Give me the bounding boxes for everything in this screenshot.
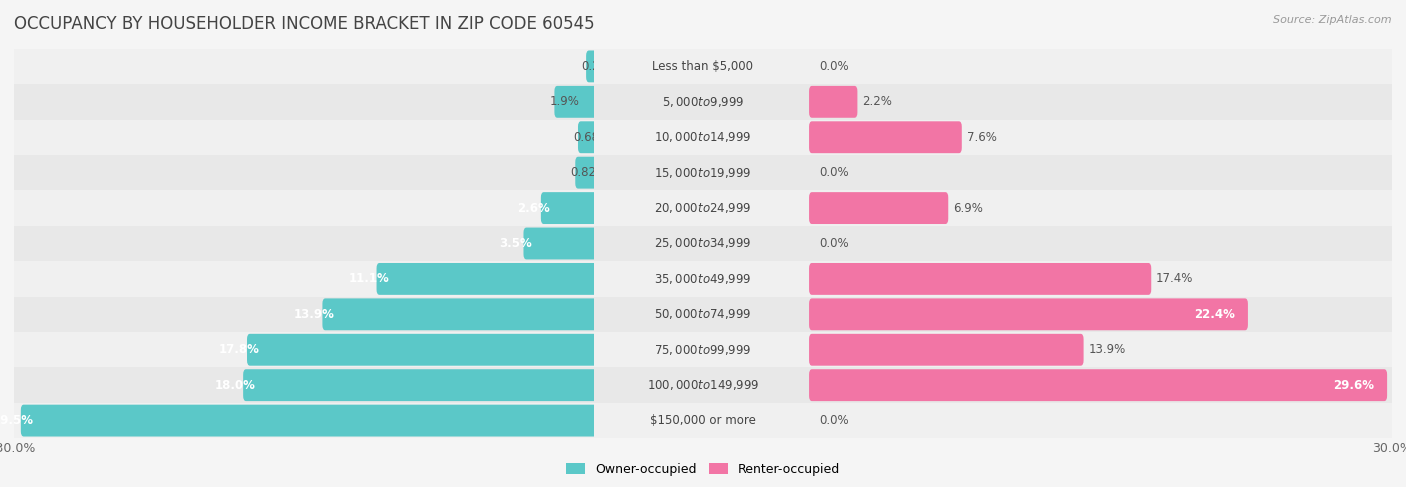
Bar — [593, 332, 813, 368]
Legend: Owner-occupied, Renter-occupied: Owner-occupied, Renter-occupied — [561, 458, 845, 481]
Text: 0.68%: 0.68% — [574, 131, 610, 144]
Bar — [593, 261, 813, 297]
FancyBboxPatch shape — [377, 263, 598, 295]
FancyBboxPatch shape — [578, 121, 598, 153]
Text: $75,000 to $99,999: $75,000 to $99,999 — [654, 343, 752, 357]
Bar — [593, 84, 813, 119]
Text: 22.4%: 22.4% — [1195, 308, 1236, 321]
Text: OCCUPANCY BY HOUSEHOLDER INCOME BRACKET IN ZIP CODE 60545: OCCUPANCY BY HOUSEHOLDER INCOME BRACKET … — [14, 15, 595, 33]
Bar — [813, 297, 1392, 332]
Text: $20,000 to $24,999: $20,000 to $24,999 — [654, 201, 752, 215]
Text: 0.0%: 0.0% — [820, 60, 849, 73]
Text: $150,000 or more: $150,000 or more — [650, 414, 756, 427]
FancyBboxPatch shape — [808, 121, 962, 153]
FancyBboxPatch shape — [243, 369, 598, 401]
Bar — [813, 226, 1392, 261]
Bar — [813, 190, 1392, 226]
Text: 11.1%: 11.1% — [349, 272, 389, 285]
FancyBboxPatch shape — [541, 192, 598, 224]
Bar — [593, 49, 813, 84]
Bar — [593, 190, 813, 226]
Bar — [14, 119, 593, 155]
Bar — [813, 261, 1392, 297]
FancyBboxPatch shape — [808, 299, 1249, 330]
Text: $100,000 to $149,999: $100,000 to $149,999 — [647, 378, 759, 392]
Bar — [593, 297, 813, 332]
Bar — [14, 297, 593, 332]
Bar — [14, 403, 593, 438]
FancyBboxPatch shape — [21, 405, 598, 436]
Text: 0.0%: 0.0% — [820, 414, 849, 427]
Bar — [14, 226, 593, 261]
Text: 29.5%: 29.5% — [0, 414, 34, 427]
Bar — [14, 368, 593, 403]
Bar — [813, 119, 1392, 155]
Bar — [593, 226, 813, 261]
Text: 13.9%: 13.9% — [294, 308, 335, 321]
Bar — [593, 119, 813, 155]
Bar — [14, 190, 593, 226]
Text: 3.5%: 3.5% — [499, 237, 531, 250]
Bar — [14, 332, 593, 368]
Text: 0.0%: 0.0% — [820, 166, 849, 179]
FancyBboxPatch shape — [586, 51, 598, 82]
Bar — [593, 155, 813, 190]
Text: 0.26%: 0.26% — [581, 60, 619, 73]
FancyBboxPatch shape — [575, 157, 598, 188]
FancyBboxPatch shape — [523, 227, 598, 260]
Bar — [593, 368, 813, 403]
Text: 1.9%: 1.9% — [550, 95, 579, 108]
Text: 0.0%: 0.0% — [820, 237, 849, 250]
Text: $25,000 to $34,999: $25,000 to $34,999 — [654, 237, 752, 250]
FancyBboxPatch shape — [808, 192, 948, 224]
Bar — [14, 49, 593, 84]
Text: 0.82%: 0.82% — [571, 166, 607, 179]
Text: 13.9%: 13.9% — [1088, 343, 1126, 356]
Bar — [813, 84, 1392, 119]
Bar — [813, 403, 1392, 438]
FancyBboxPatch shape — [247, 334, 598, 366]
Bar — [813, 368, 1392, 403]
Bar — [593, 403, 813, 438]
Text: 2.2%: 2.2% — [862, 95, 891, 108]
Text: 18.0%: 18.0% — [215, 379, 256, 392]
Text: 7.6%: 7.6% — [967, 131, 997, 144]
Text: 17.4%: 17.4% — [1156, 272, 1194, 285]
Text: $50,000 to $74,999: $50,000 to $74,999 — [654, 307, 752, 321]
FancyBboxPatch shape — [808, 369, 1388, 401]
FancyBboxPatch shape — [808, 86, 858, 118]
Text: Less than $5,000: Less than $5,000 — [652, 60, 754, 73]
Text: 29.6%: 29.6% — [1333, 379, 1375, 392]
Bar — [14, 155, 593, 190]
Text: 2.6%: 2.6% — [517, 202, 550, 215]
Bar — [813, 332, 1392, 368]
Bar — [14, 261, 593, 297]
Text: $5,000 to $9,999: $5,000 to $9,999 — [662, 95, 744, 109]
Text: $35,000 to $49,999: $35,000 to $49,999 — [654, 272, 752, 286]
Text: $10,000 to $14,999: $10,000 to $14,999 — [654, 130, 752, 144]
Bar — [813, 49, 1392, 84]
FancyBboxPatch shape — [808, 334, 1084, 366]
Text: 6.9%: 6.9% — [953, 202, 983, 215]
Text: Source: ZipAtlas.com: Source: ZipAtlas.com — [1274, 15, 1392, 25]
FancyBboxPatch shape — [322, 299, 598, 330]
FancyBboxPatch shape — [554, 86, 598, 118]
Text: 17.8%: 17.8% — [219, 343, 260, 356]
Text: $15,000 to $19,999: $15,000 to $19,999 — [654, 166, 752, 180]
Bar — [14, 84, 593, 119]
FancyBboxPatch shape — [808, 263, 1152, 295]
Bar — [813, 155, 1392, 190]
